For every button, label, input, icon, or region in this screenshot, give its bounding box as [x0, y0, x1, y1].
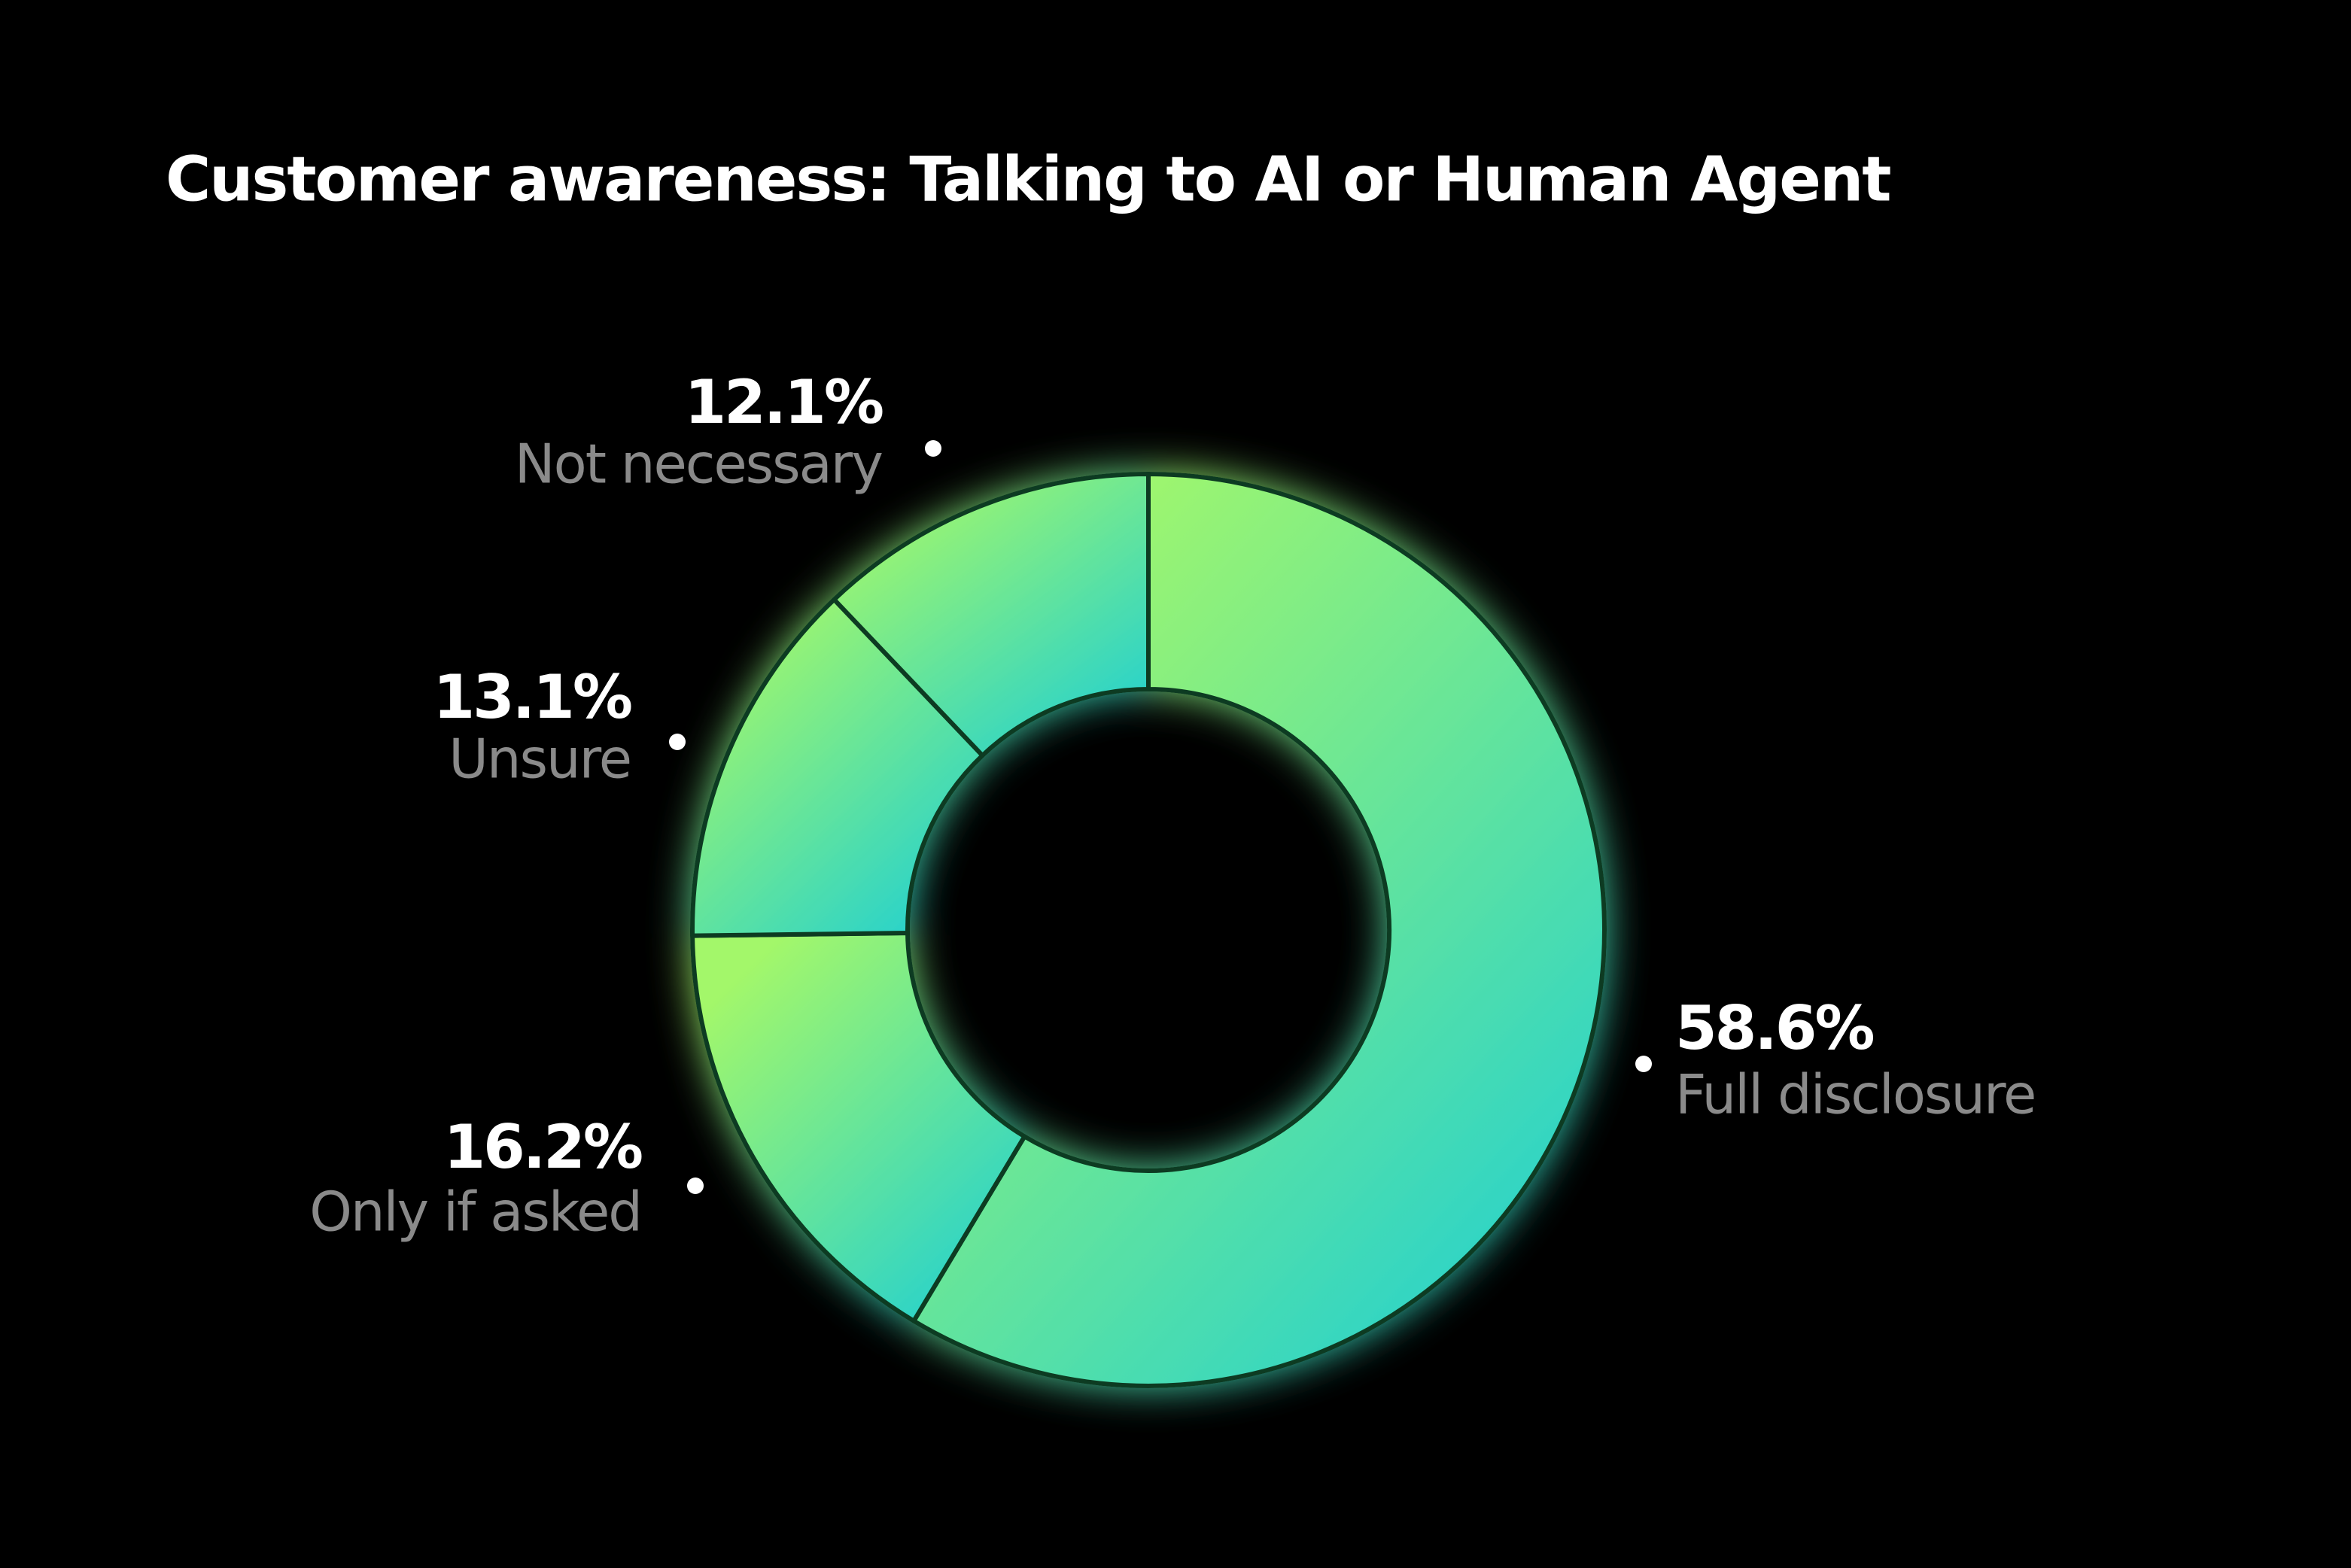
category-label: Full disclosure: [1675, 1063, 2035, 1126]
value-label: 16.2%: [443, 1112, 641, 1182]
category-label: Only if asked: [309, 1181, 641, 1244]
donut-segment: [911, 472, 1607, 1388]
label-dot: [687, 1178, 704, 1194]
category-label: Not necessary: [515, 433, 883, 496]
label-dot: [669, 734, 686, 750]
donut-segment: [690, 597, 985, 938]
donut-segment: [832, 472, 1151, 758]
label-dot: [1635, 1056, 1652, 1072]
value-label: 13.1%: [433, 662, 631, 732]
category-label: Unsure: [449, 728, 631, 791]
donut: [690, 472, 1607, 1388]
value-label: 58.6%: [1675, 993, 1873, 1063]
value-label: 12.1%: [684, 367, 882, 437]
label-dot: [925, 440, 941, 457]
chart-title: Customer awareness: Talking to AI or Hum…: [166, 144, 1890, 215]
donut-segment: [690, 931, 1027, 1323]
